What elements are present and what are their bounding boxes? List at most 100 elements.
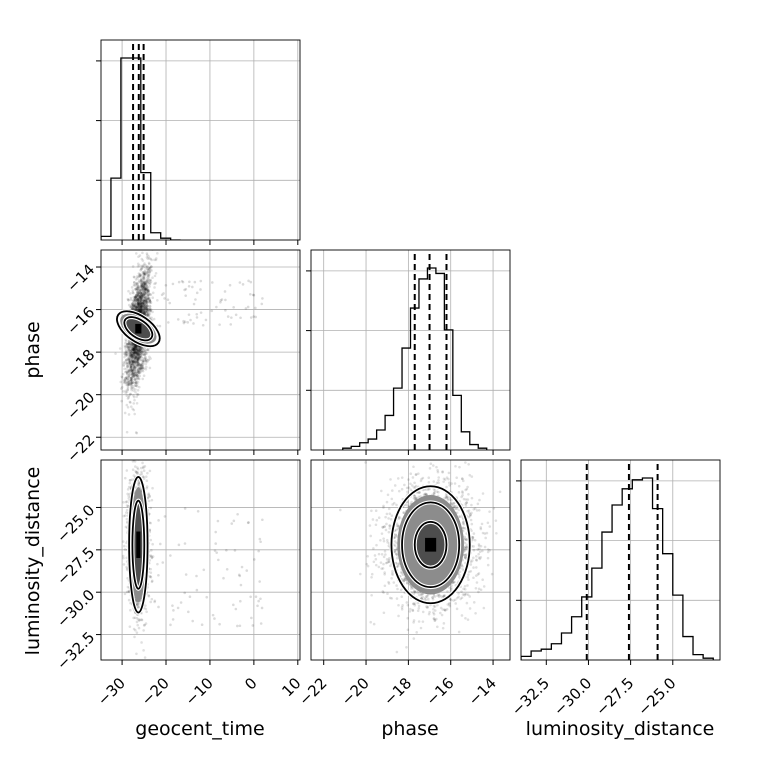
- scatter-point: [147, 269, 150, 272]
- scatter-point: [144, 360, 147, 363]
- scatter-point: [125, 351, 129, 355]
- scatter-point: [136, 345, 140, 349]
- scatter-point: [146, 267, 149, 271]
- scatter-point: [127, 298, 130, 302]
- scatter-point: [141, 360, 145, 363]
- scatter-point: [144, 305, 147, 309]
- scatter-point: [136, 309, 140, 312]
- scatter-point: [127, 368, 131, 371]
- scatter-point: [135, 652, 138, 656]
- scatter-point: [142, 293, 145, 297]
- scatter-point: [128, 349, 132, 352]
- scatter-point: [143, 353, 147, 357]
- scatter-point: [148, 366, 152, 370]
- scatter-point: [133, 366, 137, 369]
- scatter-point: [138, 295, 141, 298]
- scatter-point: [135, 345, 138, 348]
- scatter-point: [147, 262, 151, 266]
- scatter-point: [132, 303, 135, 307]
- scatter-point: [147, 492, 151, 496]
- scatter-point: [142, 285, 146, 288]
- scatter-point: [140, 295, 143, 299]
- scatter-point: [136, 363, 140, 367]
- scatter-point: [137, 357, 141, 361]
- scatter-point: [134, 372, 137, 375]
- scatter-point: [145, 283, 149, 287]
- scatter-point: [139, 352, 143, 355]
- scatter-point: [127, 340, 131, 344]
- scatter-point: [136, 349, 140, 353]
- scatter-point: [146, 280, 150, 283]
- scatter-point: [131, 374, 135, 378]
- scatter-point: [146, 289, 150, 293]
- scatter-point: [141, 283, 145, 286]
- scatter-point: [122, 364, 125, 367]
- scatter-point: [142, 629, 145, 632]
- scatter-point: [127, 303, 131, 307]
- scatter-point: [142, 298, 146, 302]
- scatter-point: [136, 308, 139, 312]
- scatter-point: [135, 346, 138, 350]
- scatter-point: [132, 352, 136, 356]
- scatter-point: [135, 384, 139, 388]
- scatter-point: [135, 395, 139, 398]
- scatter-point: [131, 372, 134, 376]
- scatter-point: [134, 344, 137, 348]
- scatter-point: [141, 291, 144, 295]
- scatter-point: [149, 600, 153, 604]
- scatter-point: [132, 373, 136, 377]
- scatter-point: [139, 363, 143, 367]
- scatter-point: [136, 290, 139, 294]
- scatter-point: [127, 289, 130, 293]
- scatter-point: [145, 288, 149, 291]
- scatter-point: [139, 309, 143, 313]
- scatter-point: [140, 304, 144, 308]
- scatter-point: [230, 316, 233, 319]
- scatter-point: [142, 469, 146, 472]
- scatter-point: [127, 380, 131, 384]
- scatter-point: [137, 308, 140, 311]
- scatter-point: [140, 351, 144, 354]
- scatter-point: [145, 485, 149, 488]
- scatter-point: [148, 298, 152, 302]
- scatter-point: [144, 292, 147, 296]
- scatter-point: [139, 307, 142, 311]
- scatter-point: [129, 350, 132, 353]
- scatter-point: [133, 382, 137, 385]
- scatter-point: [129, 296, 133, 300]
- scatter-point: [127, 494, 130, 498]
- scatter-point: [218, 323, 221, 326]
- scatter-point: [133, 296, 137, 299]
- scatter-point: [132, 275, 136, 279]
- scatter-point: [138, 356, 141, 360]
- scatter-point: [148, 575, 152, 578]
- scatter-point: [133, 365, 137, 369]
- scatter-point: [143, 288, 147, 291]
- scatter-point: [145, 288, 148, 291]
- scatter-point: [130, 371, 134, 374]
- scatter-point: [138, 309, 141, 312]
- scatter-point: [141, 301, 144, 305]
- scatter-point: [137, 354, 141, 357]
- scatter-point: [144, 296, 147, 300]
- scatter-point: [144, 312, 147, 316]
- scatter-point: [124, 338, 127, 341]
- scatter-point: [132, 354, 136, 357]
- scatter-point: [138, 296, 142, 300]
- scatter-point: [127, 342, 131, 345]
- scatter-point: [144, 264, 148, 267]
- scatter-point: [134, 350, 138, 354]
- scatter-point: [147, 358, 151, 361]
- scatter-point: [141, 303, 145, 307]
- scatter-point: [133, 301, 137, 305]
- scatter-point: [134, 287, 138, 291]
- scatter-point: [140, 292, 143, 296]
- scatter-point: [131, 348, 135, 351]
- scatter-point: [228, 283, 232, 287]
- scatter-point: [150, 556, 154, 559]
- scatter-point: [126, 406, 130, 409]
- scatter-point: [132, 346, 135, 349]
- scatter-point: [130, 354, 134, 357]
- scatter-point: [148, 292, 152, 296]
- scatter-point: [148, 307, 152, 311]
